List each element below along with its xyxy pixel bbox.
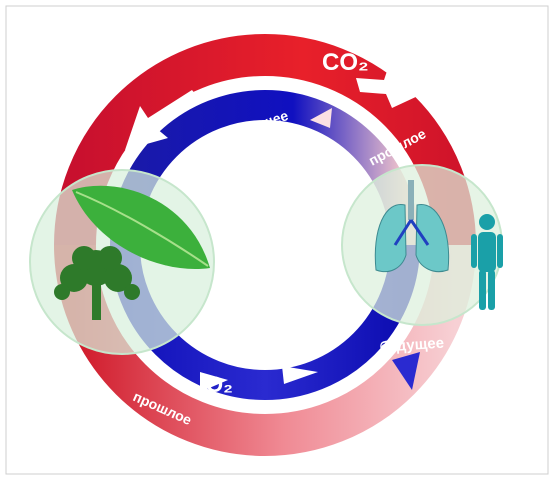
co2-label: CO₂ bbox=[322, 49, 369, 76]
o2-label: O₂ bbox=[206, 372, 233, 397]
diagram: CO₂ будущее прошлое O₂ будущее прошлое bbox=[0, 0, 554, 480]
